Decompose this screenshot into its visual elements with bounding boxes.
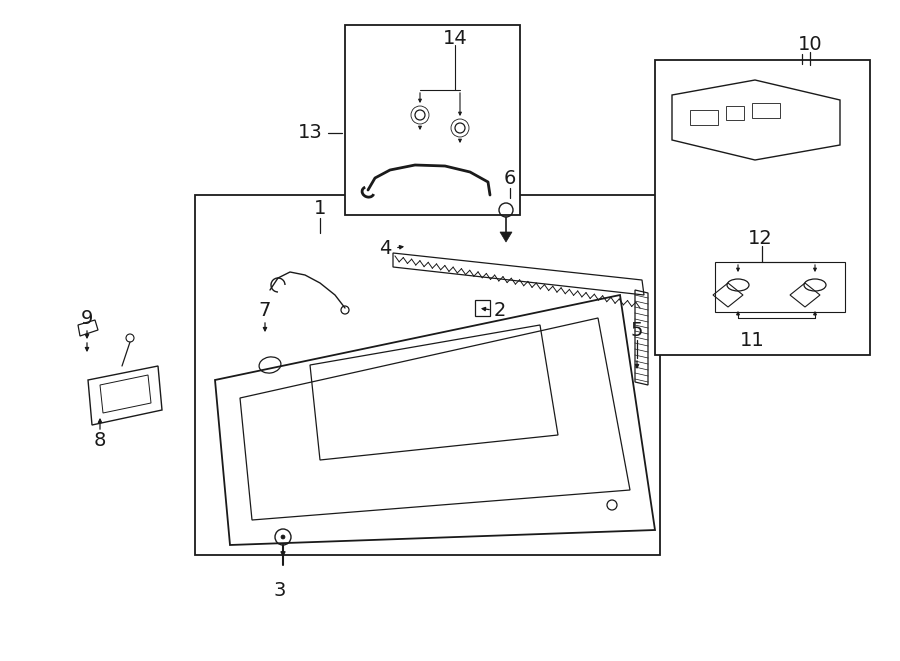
Text: 5: 5 bbox=[631, 321, 644, 340]
Polygon shape bbox=[500, 232, 512, 242]
Bar bbox=[195, 195, 660, 555]
Circle shape bbox=[281, 535, 285, 539]
Text: 6: 6 bbox=[504, 169, 517, 188]
Bar bbox=[726, 106, 744, 120]
Bar bbox=[715, 262, 845, 312]
Text: 8: 8 bbox=[94, 430, 106, 449]
Text: 2: 2 bbox=[494, 301, 506, 319]
Bar bbox=[655, 60, 870, 355]
Text: 4: 4 bbox=[379, 239, 392, 258]
Bar bbox=[690, 110, 718, 125]
Text: 3: 3 bbox=[274, 580, 286, 600]
Bar bbox=[345, 25, 520, 215]
Text: 1: 1 bbox=[314, 198, 326, 217]
Text: 13: 13 bbox=[298, 124, 322, 143]
Text: 12: 12 bbox=[748, 229, 772, 247]
Text: 9: 9 bbox=[81, 309, 94, 327]
Text: 7: 7 bbox=[259, 301, 271, 319]
Text: 14: 14 bbox=[443, 28, 467, 48]
Bar bbox=[752, 103, 780, 118]
Text: 11: 11 bbox=[740, 330, 764, 350]
Text: 10: 10 bbox=[797, 34, 823, 54]
